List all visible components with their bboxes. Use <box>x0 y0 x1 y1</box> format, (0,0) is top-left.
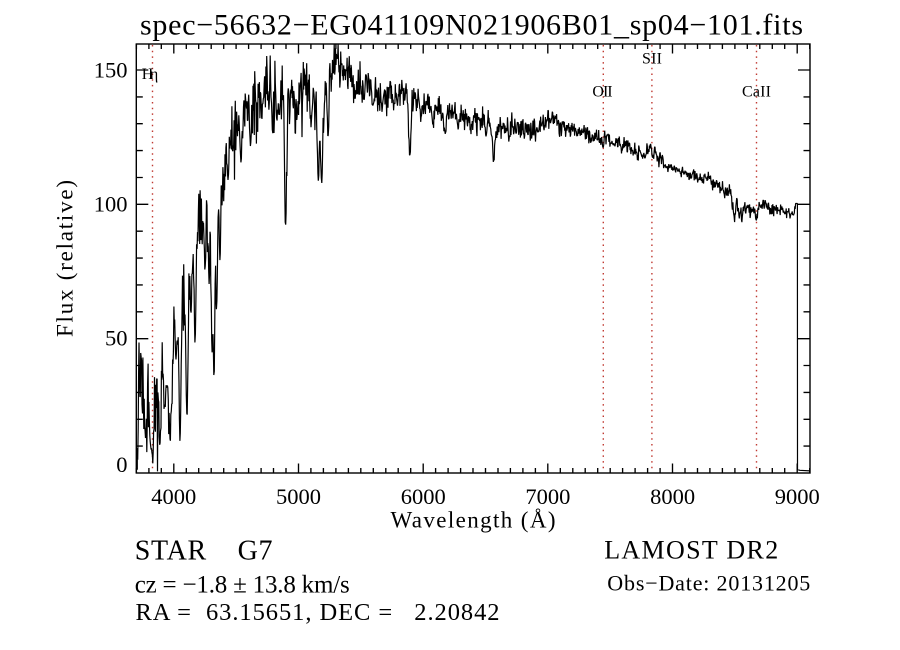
svg-text:Flux (relative): Flux (relative) <box>53 180 78 337</box>
svg-text:OII: OII <box>592 84 612 101</box>
svg-text:6000: 6000 <box>401 484 446 509</box>
svg-text:5000: 5000 <box>276 484 321 509</box>
svg-text:Wavelength (Å): Wavelength (Å) <box>391 508 556 533</box>
svg-text:9000: 9000 <box>775 484 820 509</box>
svg-text:4000: 4000 <box>151 484 196 509</box>
svg-text:Hη: Hη <box>142 66 159 83</box>
svg-text:Obs−Date: 20131205: Obs−Date: 20131205 <box>607 571 810 596</box>
svg-text:LAMOST DR2: LAMOST DR2 <box>604 536 778 565</box>
svg-text:100: 100 <box>94 191 128 216</box>
svg-text:50: 50 <box>105 326 128 351</box>
svg-text:cz = −1.8 ± 13.8 km/s: cz = −1.8 ± 13.8 km/s <box>135 572 350 599</box>
svg-text:CaII: CaII <box>742 84 771 101</box>
svg-text:STAR G7: STAR G7 <box>135 536 273 567</box>
svg-text:spec−56632−EG041109N021906B01_: spec−56632−EG041109N021906B01_sp04−101.f… <box>140 9 803 42</box>
svg-text:150: 150 <box>94 58 128 83</box>
svg-text:RA = 63.15651, DEC = 2.2084: RA = 63.15651, DEC = 2.20842 <box>136 599 500 626</box>
svg-text:SII: SII <box>642 51 662 68</box>
svg-text:8000: 8000 <box>650 484 695 509</box>
svg-text:0: 0 <box>116 452 127 477</box>
svg-text:7000: 7000 <box>525 484 570 509</box>
